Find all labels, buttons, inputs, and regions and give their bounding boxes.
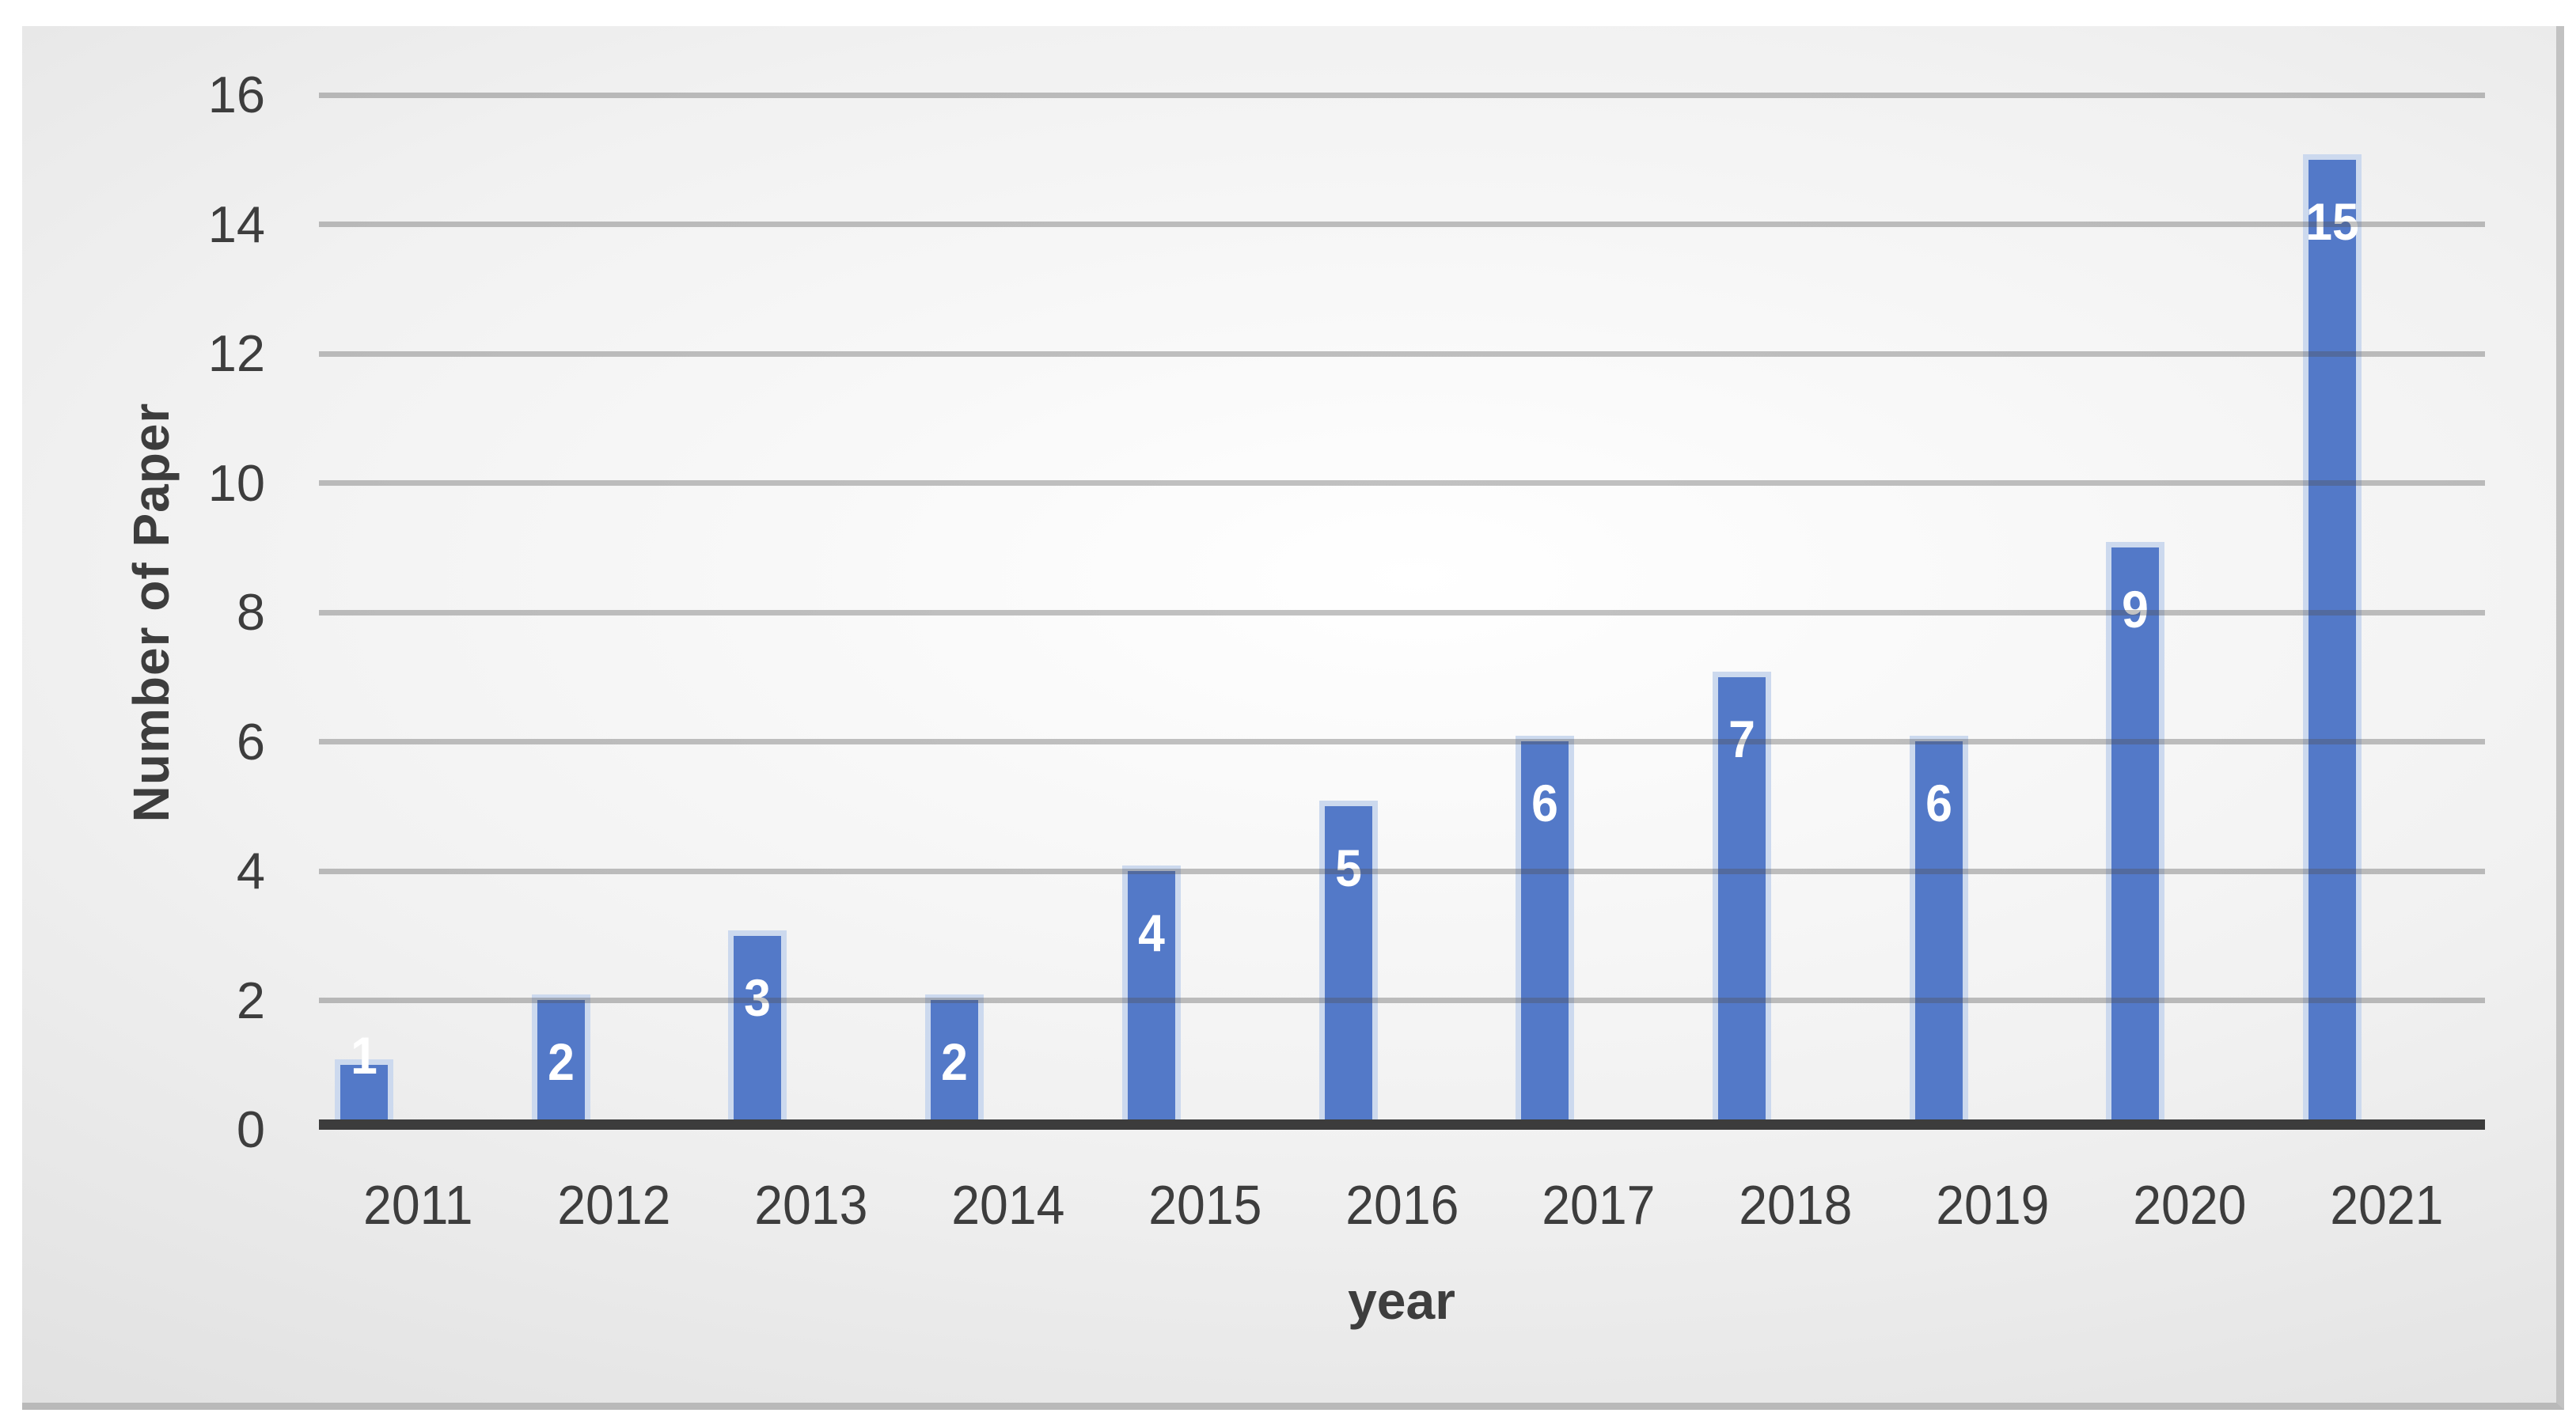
gridline xyxy=(319,351,2485,357)
y-axis-tick-label: 8 xyxy=(236,583,265,641)
gridline xyxy=(319,93,2485,98)
gridline xyxy=(319,610,2485,616)
x-category-label: 2019 xyxy=(1936,1174,2050,1236)
bar-2021: 15 xyxy=(2303,154,2362,1119)
bar-2019: 6 xyxy=(1910,736,1968,1119)
bar-2015: 4 xyxy=(1122,866,1181,1119)
x-category-label: 2011 xyxy=(362,1174,473,1236)
bar-2012: 2 xyxy=(532,994,590,1119)
x-axis-title: year xyxy=(1348,1271,1455,1330)
x-category-label: 2016 xyxy=(1345,1174,1459,1236)
x-category-label: 2012 xyxy=(557,1174,671,1236)
x-category-label: 2015 xyxy=(1148,1174,1262,1236)
y-axis-title: Number of Paper xyxy=(123,402,180,823)
x-category-label: 2018 xyxy=(1739,1174,1853,1236)
bar-2016: 5 xyxy=(1319,801,1378,1119)
gridline xyxy=(319,998,2485,1003)
gridline xyxy=(319,480,2485,486)
x-category-label: 2021 xyxy=(2330,1174,2444,1236)
gridline xyxy=(319,222,2485,227)
bar-value-label: 6 xyxy=(1925,774,1952,832)
y-axis-tick-label: 16 xyxy=(207,66,265,123)
bar-value-label: 1 xyxy=(351,1026,377,1085)
bar-2020: 9 xyxy=(2106,542,2164,1119)
bar-2011: 1 xyxy=(335,1029,393,1119)
bar-2017: 6 xyxy=(1516,736,1574,1119)
gridline xyxy=(319,739,2485,744)
y-axis-tick-label: 0 xyxy=(236,1100,265,1158)
bar-2014: 2 xyxy=(925,994,984,1119)
bar-value-label: 5 xyxy=(1335,839,1362,897)
bar-value-label: 2 xyxy=(548,1032,575,1091)
y-axis-tick-label: 12 xyxy=(207,324,265,382)
x-category-label: 2014 xyxy=(951,1174,1065,1236)
bar-value-label: 6 xyxy=(1531,774,1558,832)
x-axis-baseline xyxy=(319,1119,2485,1130)
y-axis-tick-label: 14 xyxy=(207,195,265,253)
x-category-label: 2017 xyxy=(1542,1174,1656,1236)
x-category-label: 2020 xyxy=(2133,1174,2247,1236)
chart-panel: 0 2 4 6 8 10 12 14 16 1 2 3 2 4 5 6 7 6 9 15 2011 2012 2013 201… xyxy=(22,26,2564,1410)
gridline xyxy=(319,869,2485,874)
bar-value-label: 7 xyxy=(1728,710,1755,768)
bar-2018: 7 xyxy=(1713,672,1771,1119)
bar-value-label: 15 xyxy=(2305,192,2359,251)
y-axis-tick-label: 2 xyxy=(236,972,265,1029)
bar-value-label: 9 xyxy=(2122,580,2149,638)
y-axis-tick-label: 10 xyxy=(207,454,265,512)
bar-value-label: 3 xyxy=(744,968,771,1027)
plot-area: 0 2 4 6 8 10 12 14 16 1 2 3 2 4 5 6 7 6 9 15 2011 2012 2013 201… xyxy=(22,26,2556,1403)
bar-2013: 3 xyxy=(728,930,787,1119)
y-axis-tick-label: 6 xyxy=(236,713,265,771)
bar-value-label: 4 xyxy=(1138,903,1165,962)
x-category-label: 2013 xyxy=(754,1174,868,1236)
bar-value-label: 2 xyxy=(941,1032,968,1091)
y-axis-tick-label: 4 xyxy=(236,842,265,900)
